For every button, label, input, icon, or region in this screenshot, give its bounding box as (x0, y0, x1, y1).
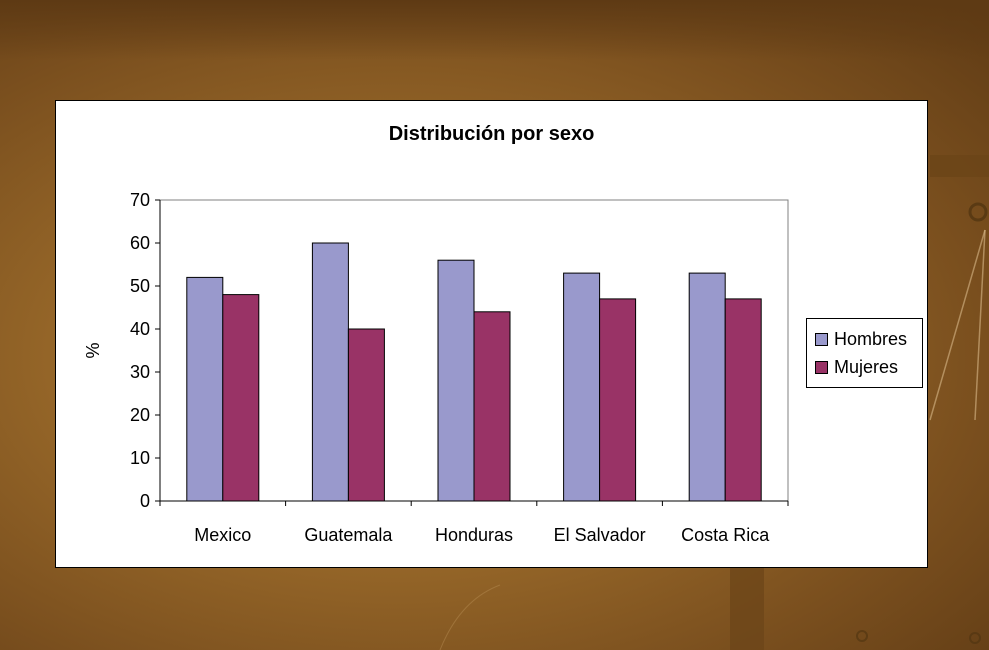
y-tick-label: 20 (130, 405, 150, 425)
legend-swatch (815, 332, 828, 346)
x-tick-label: El Salvador (554, 525, 646, 545)
legend-item-mujeres: Mujeres (815, 353, 922, 381)
chart-title: Distribución por sexo (388, 123, 595, 145)
legend-swatch (815, 360, 828, 374)
y-tick-label: 60 (130, 233, 150, 253)
y-tick-label: 10 (130, 448, 150, 468)
x-tick-label: Costa Rica (681, 525, 770, 545)
y-tick-label: 40 (130, 319, 150, 339)
bar-mujeres (473, 311, 511, 502)
legend-label: Hombres (834, 328, 908, 349)
y-axis-label: % (83, 342, 103, 358)
bar-hombres (186, 276, 224, 502)
bar-hombres (311, 242, 349, 502)
y-tick-label: 50 (130, 276, 150, 296)
legend-item-hombres: Hombres (815, 325, 922, 353)
bar-hombres (563, 272, 601, 502)
bar-mujeres (347, 328, 385, 502)
bar-chart: 0 10 20 30 40 50 60 70 Mexico Guatemala Honduras El… (83, 190, 789, 545)
x-tick-label: Guatemala (304, 525, 393, 545)
y-tick-label: 0 (140, 491, 150, 511)
legend-label: Mujeres (834, 356, 899, 377)
x-tick-label: Honduras (435, 525, 513, 545)
y-tick-label: 70 (130, 190, 150, 210)
x-tick-label: Mexico (194, 525, 251, 545)
bar-hombres (437, 259, 475, 502)
chart-frame: Distribución por sexo 0 10 20 30 40 50 60 70 Mex… (55, 100, 928, 568)
y-tick-label: 30 (130, 362, 150, 382)
background-top-band (0, 0, 989, 60)
bar-hombres (688, 272, 726, 502)
bar-mujeres (599, 298, 637, 502)
bar-mujeres (222, 294, 260, 502)
chart-legend: Hombres Mujeres (806, 318, 923, 388)
bar-mujeres (724, 298, 762, 502)
